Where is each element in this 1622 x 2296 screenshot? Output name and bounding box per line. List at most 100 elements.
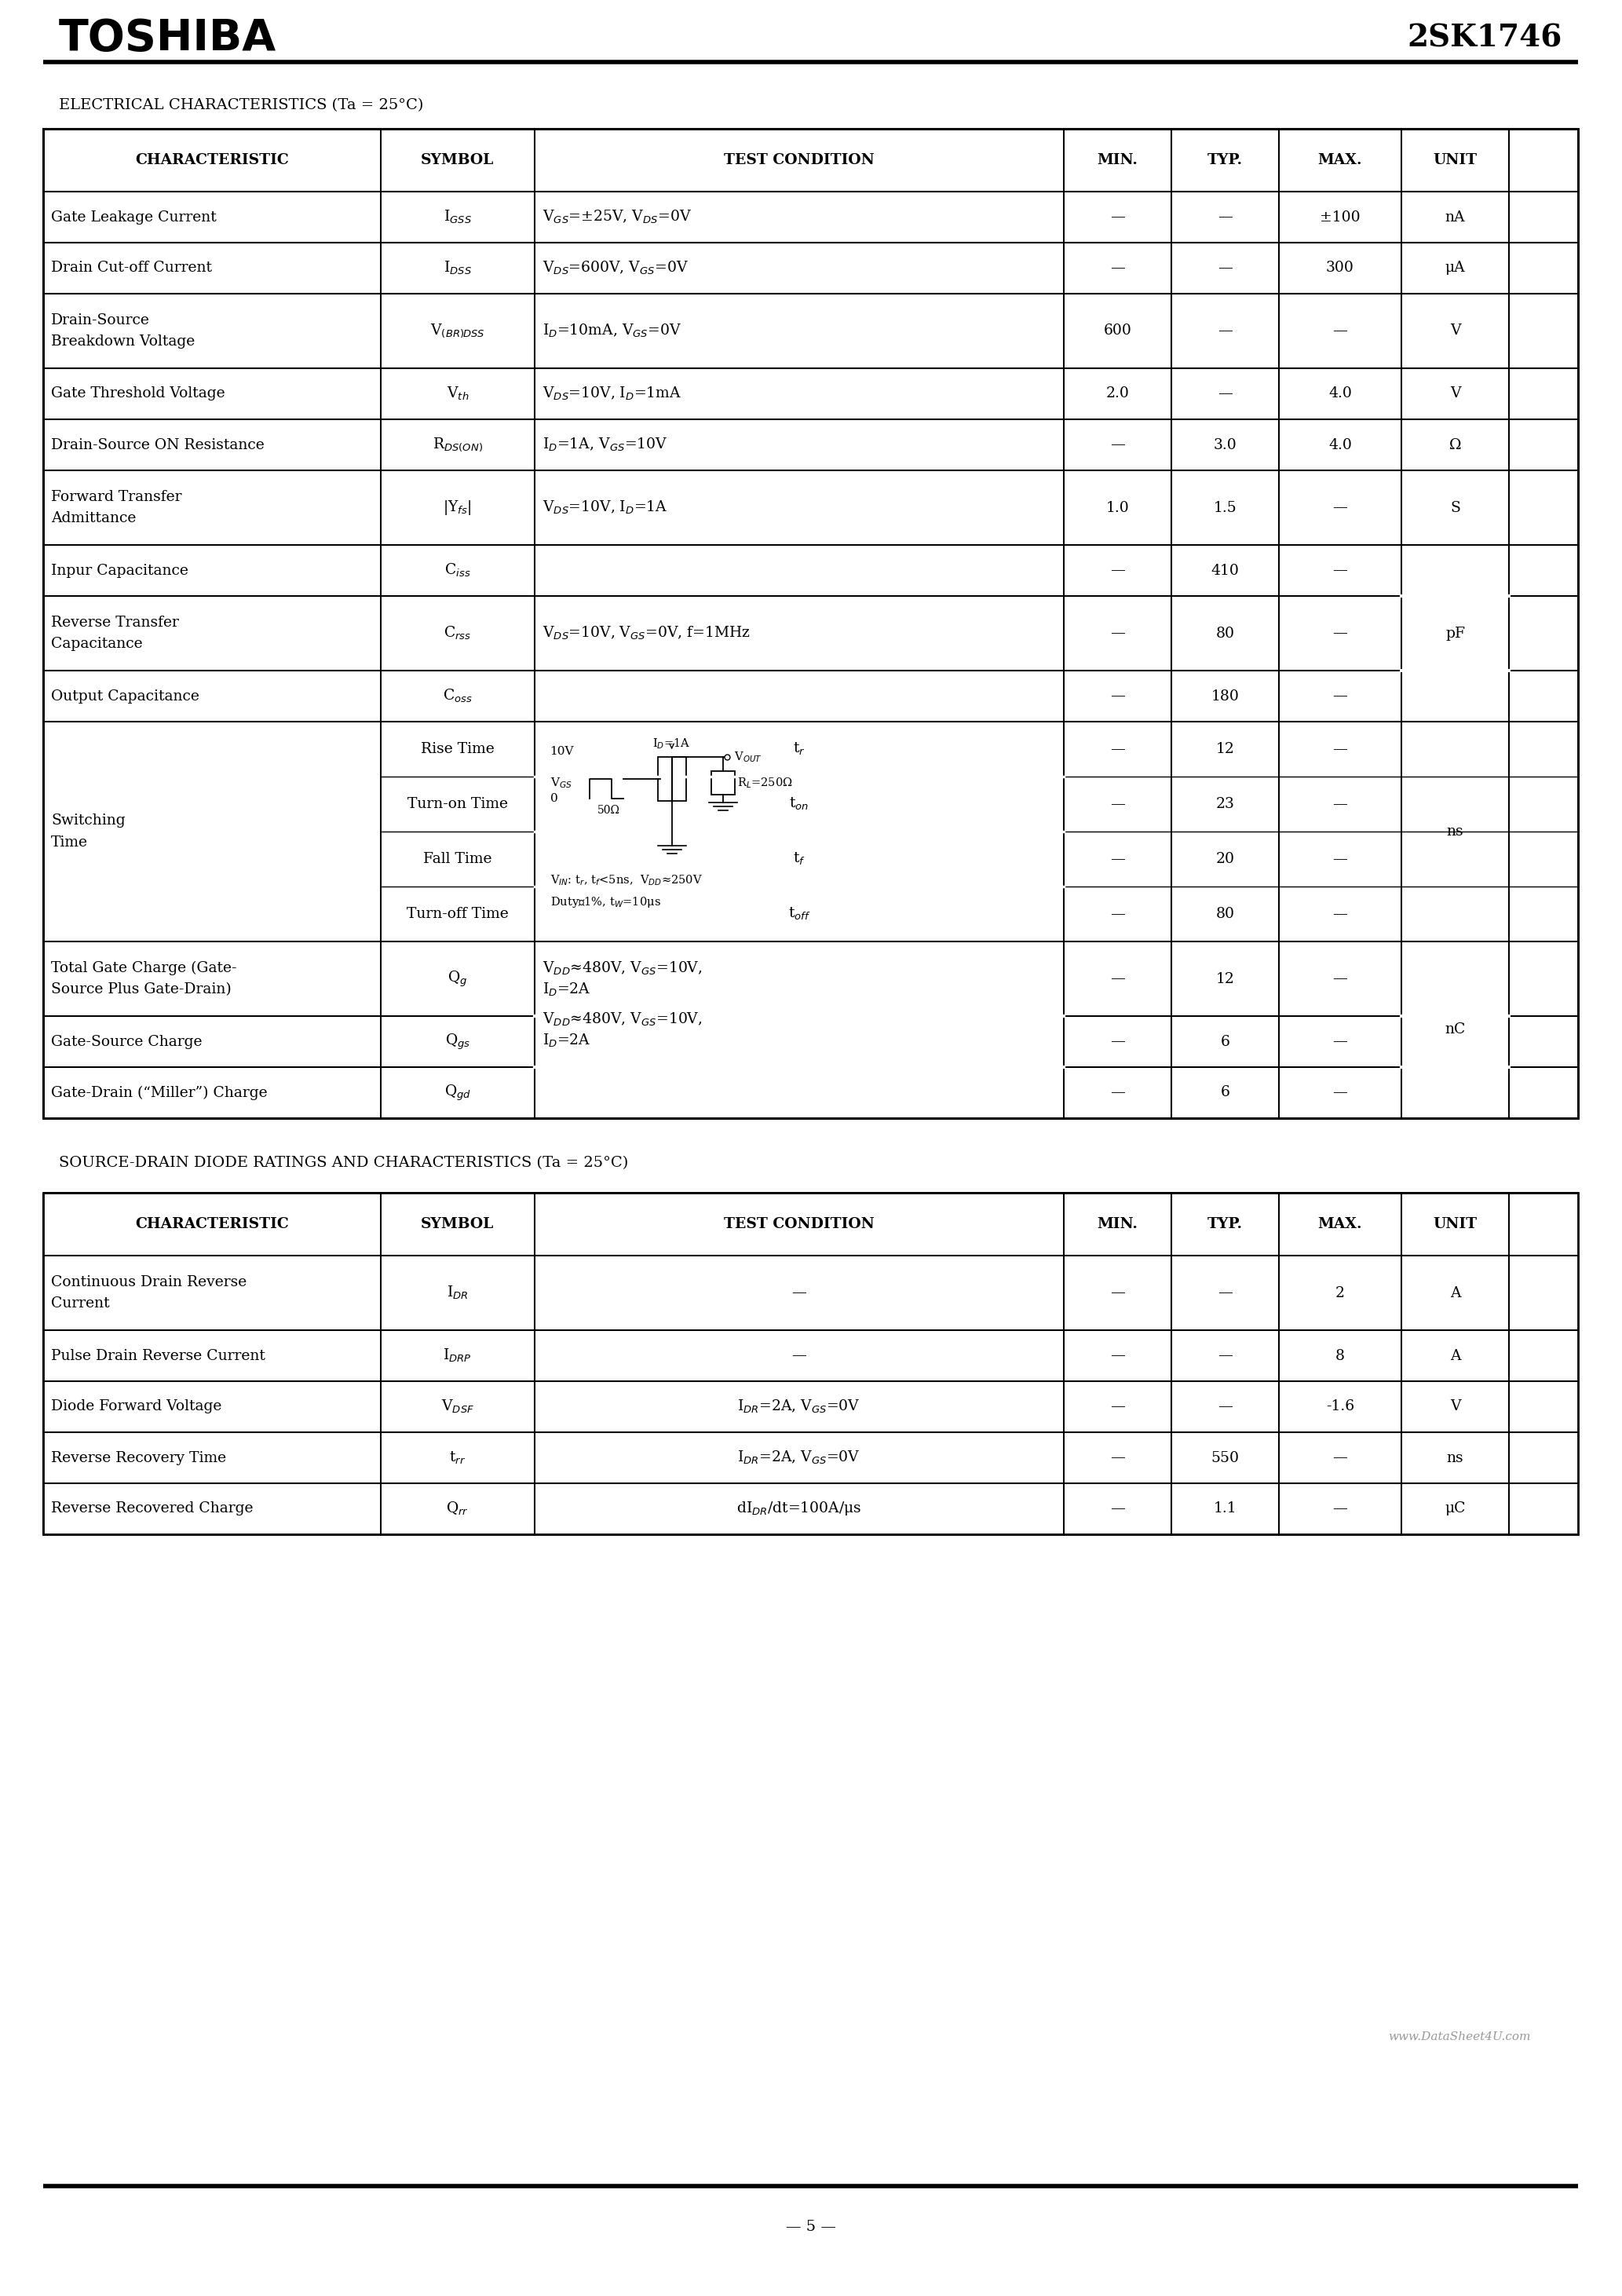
Bar — [44, 129, 1578, 1118]
Text: Breakdown Voltage: Breakdown Voltage — [50, 335, 195, 349]
Text: Reverse Recovery Time: Reverse Recovery Time — [50, 1451, 225, 1465]
Text: -1.6: -1.6 — [1325, 1401, 1354, 1414]
Text: Fall Time: Fall Time — [423, 852, 491, 866]
Text: V$_{DS}$=10V, I$_{D}$=1mA: V$_{DS}$=10V, I$_{D}$=1mA — [542, 386, 681, 402]
Text: I$_{DRP}$: I$_{DRP}$ — [443, 1348, 472, 1364]
Text: Drain-Source ON Resistance: Drain-Source ON Resistance — [50, 439, 264, 452]
Text: —: — — [1333, 563, 1348, 579]
Text: C$_{iss}$: C$_{iss}$ — [444, 563, 470, 579]
Text: —: — — [1109, 797, 1126, 810]
Text: TEST CONDITION: TEST CONDITION — [723, 1217, 874, 1231]
Text: 2: 2 — [1335, 1286, 1345, 1300]
Text: Q$_{rr}$: Q$_{rr}$ — [446, 1502, 469, 1518]
Text: 8: 8 — [1335, 1348, 1345, 1364]
Text: 6: 6 — [1220, 1035, 1229, 1049]
Text: —: — — [1333, 971, 1348, 985]
Text: —: — — [1333, 1086, 1348, 1100]
Text: C$_{rss}$: C$_{rss}$ — [444, 625, 472, 641]
Text: —: — — [1109, 1451, 1126, 1465]
Text: V$_{th}$: V$_{th}$ — [446, 386, 469, 402]
Text: I$_{DR}$=2A, V$_{GS}$=0V: I$_{DR}$=2A, V$_{GS}$=0V — [738, 1449, 861, 1467]
Text: I$_{GSS}$: I$_{GSS}$ — [443, 209, 472, 225]
Text: I$_D$=1A: I$_D$=1A — [652, 737, 691, 751]
Bar — [657, 758, 686, 801]
Text: 180: 180 — [1212, 689, 1239, 703]
Text: ELECTRICAL CHARACTERISTICS (Ta = 25°C): ELECTRICAL CHARACTERISTICS (Ta = 25°C) — [58, 99, 423, 113]
Text: UNIT: UNIT — [1434, 154, 1478, 168]
Text: V$_{DS}$=600V, V$_{GS}$=0V: V$_{DS}$=600V, V$_{GS}$=0V — [542, 259, 688, 276]
Text: —: — — [1218, 1286, 1233, 1300]
Text: I$_{D}$=10mA, V$_{GS}$=0V: I$_{D}$=10mA, V$_{GS}$=0V — [542, 324, 681, 340]
Text: I$_{D}$=2A: I$_{D}$=2A — [542, 980, 590, 999]
Text: UNIT: UNIT — [1434, 1217, 1478, 1231]
Text: t$_{on}$: t$_{on}$ — [790, 797, 809, 813]
Text: Gate-Source Charge: Gate-Source Charge — [50, 1035, 203, 1049]
Text: Ω: Ω — [1448, 439, 1461, 452]
Text: —: — — [1109, 852, 1126, 866]
Text: Q$_{gd}$: Q$_{gd}$ — [444, 1084, 470, 1102]
Text: Inpur Capacitance: Inpur Capacitance — [50, 563, 188, 579]
Text: V$_{OUT}$: V$_{OUT}$ — [730, 751, 762, 765]
Text: A: A — [1450, 1348, 1460, 1364]
Text: dI$_{DR}$/dt=100A/μs: dI$_{DR}$/dt=100A/μs — [736, 1499, 861, 1518]
Bar — [44, 1192, 1578, 1534]
Text: R$_{DS(ON)}$: R$_{DS(ON)}$ — [433, 436, 483, 452]
Text: www.DataSheet4U.com: www.DataSheet4U.com — [1388, 2032, 1531, 2043]
Bar — [710, 771, 735, 794]
Text: —: — — [1109, 689, 1126, 703]
Text: —: — — [1109, 971, 1126, 985]
Text: t$_{r}$: t$_{r}$ — [793, 742, 805, 758]
Text: 4.0: 4.0 — [1328, 386, 1351, 402]
Text: V$_{GS}$=±25V, V$_{DS}$=0V: V$_{GS}$=±25V, V$_{DS}$=0V — [542, 209, 691, 225]
Text: Gate Threshold Voltage: Gate Threshold Voltage — [50, 386, 225, 402]
Text: —: — — [1218, 209, 1233, 225]
Text: Admittance: Admittance — [50, 512, 136, 526]
Text: A: A — [1450, 1286, 1460, 1300]
Text: μC: μC — [1445, 1502, 1466, 1515]
Text: 23: 23 — [1215, 797, 1234, 810]
Text: Forward Transfer: Forward Transfer — [50, 489, 182, 505]
Text: 550: 550 — [1212, 1451, 1239, 1465]
Text: Output Capacitance: Output Capacitance — [50, 689, 200, 703]
Text: —: — — [1333, 742, 1348, 755]
Text: pF: pF — [1445, 627, 1465, 641]
Text: Drain Cut-off Current: Drain Cut-off Current — [50, 262, 212, 276]
Text: TOSHIBA: TOSHIBA — [58, 18, 276, 60]
Text: —: — — [1333, 797, 1348, 810]
Text: —: — — [1109, 627, 1126, 641]
Text: —: — — [792, 1348, 806, 1364]
Text: —: — — [792, 1286, 806, 1300]
Text: —: — — [1333, 1035, 1348, 1049]
Text: nA: nA — [1445, 209, 1465, 225]
Text: —: — — [1218, 386, 1233, 402]
Text: Gate-Drain (“Miller”) Charge: Gate-Drain (“Miller”) Charge — [50, 1086, 268, 1100]
Text: —: — — [1109, 439, 1126, 452]
Text: —: — — [1109, 1348, 1126, 1364]
Text: 1.0: 1.0 — [1106, 501, 1129, 514]
Text: V$_{DS}$=10V, I$_{D}$=1A: V$_{DS}$=10V, I$_{D}$=1A — [542, 498, 667, 517]
Text: V$_{(BR)DSS}$: V$_{(BR)DSS}$ — [430, 324, 485, 340]
Text: C$_{oss}$: C$_{oss}$ — [443, 689, 472, 705]
Text: I$_{D}$=1A, V$_{GS}$=10V: I$_{D}$=1A, V$_{GS}$=10V — [542, 436, 667, 452]
Text: TYP.: TYP. — [1207, 154, 1242, 168]
Text: —: — — [1109, 1086, 1126, 1100]
Text: —: — — [1333, 324, 1348, 338]
Text: Diode Forward Voltage: Diode Forward Voltage — [50, 1401, 222, 1414]
Text: 600: 600 — [1103, 324, 1132, 338]
Text: —: — — [1218, 324, 1233, 338]
Text: Continuous Drain Reverse: Continuous Drain Reverse — [50, 1274, 247, 1290]
Text: —: — — [1109, 262, 1126, 276]
Bar — [44, 129, 1578, 1118]
Text: t$_{off}$: t$_{off}$ — [788, 907, 811, 923]
Text: TEST CONDITION: TEST CONDITION — [723, 154, 874, 168]
Text: 6: 6 — [1220, 1086, 1229, 1100]
Text: 1.5: 1.5 — [1213, 501, 1236, 514]
Text: —: — — [1333, 501, 1348, 514]
Text: —: — — [1333, 852, 1348, 866]
Text: MIN.: MIN. — [1096, 154, 1139, 168]
Text: |Y$_{fs}$|: |Y$_{fs}$| — [443, 498, 472, 517]
Text: —: — — [1109, 1401, 1126, 1414]
Text: Turn-off Time: Turn-off Time — [407, 907, 509, 921]
Text: MAX.: MAX. — [1319, 1217, 1362, 1231]
Text: CHARACTERISTIC: CHARACTERISTIC — [135, 154, 289, 168]
